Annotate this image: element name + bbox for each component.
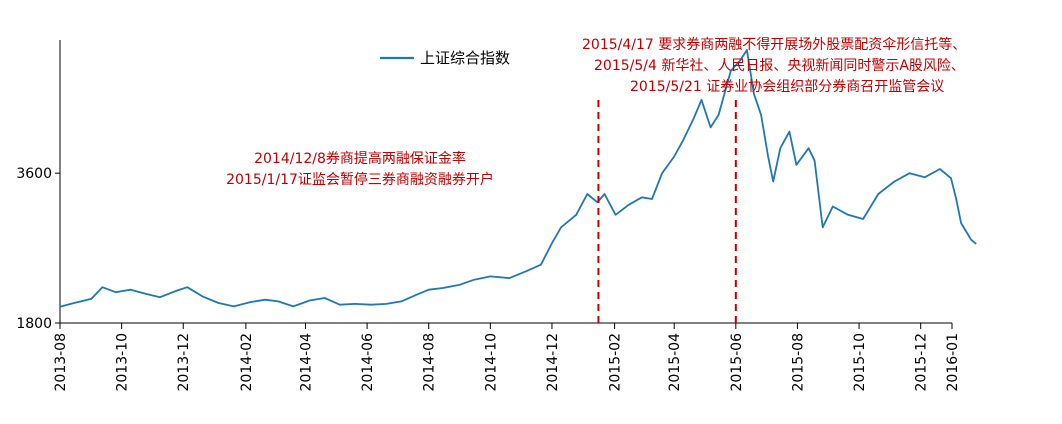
x-tick-label: 2015-06	[729, 333, 745, 392]
x-tick-label: 2015-10	[852, 333, 868, 392]
annotation-left-line-2: 2015/1/17证监会暂停三券商融资融券开户	[226, 171, 494, 188]
x-tick-label: 2016-01	[945, 333, 961, 392]
y-tick-label: 3600	[16, 166, 52, 182]
annotation-right-line-2: 2015/5/4 新华社、人民日报、央视新闻同时警示A股风险、	[594, 58, 965, 74]
series-layer	[59, 49, 977, 308]
annotation-left: 2014/12/8券商提高两融保证金率 2015/1/17证监会暂停三券商融资融…	[226, 150, 494, 188]
x-tick-label: 2014-06	[360, 333, 376, 392]
x-tick-label: 2014-04	[298, 333, 314, 392]
x-tick-label: 2015-04	[667, 333, 683, 392]
x-tick-label: 2015-02	[608, 333, 624, 392]
series-line	[59, 49, 977, 308]
annotation-right-line-3: 2015/5/21 证券业协会组织部分券商召开监管会议	[630, 79, 944, 95]
legend: 上证综合指数	[380, 49, 510, 67]
legend-label: 上证综合指数	[420, 49, 510, 67]
x-tick-label: 2015-08	[790, 333, 806, 392]
x-tick-label: 2014-02	[239, 333, 255, 392]
annotation-right-line-1: 2015/4/17 要求券商两融不得开展场外股票配资伞形信托等、	[582, 36, 966, 53]
x-tick-label: 2013-12	[176, 333, 192, 392]
event-lines	[597, 100, 737, 323]
x-tick-label: 2015-12	[914, 333, 930, 392]
x-tick-label: 2013-10	[115, 333, 131, 392]
x-ticks: 2013-08 2013-10 2013-12 2014-02 2014-04 2014-…	[53, 323, 961, 392]
annotation-right: 2015/4/17 要求券商两融不得开展场外股票配资伞形信托等、 2015/5/…	[582, 36, 966, 95]
x-tick-label: 2013-08	[53, 333, 69, 392]
y-ticks: 1800 3600	[16, 166, 60, 332]
annotation-left-line-1: 2014/12/8券商提高两融保证金率	[254, 150, 466, 167]
x-tick-label: 2014-10	[483, 333, 499, 392]
y-tick-label: 1800	[16, 316, 52, 332]
x-tick-label: 2014-08	[422, 333, 438, 392]
x-tick-label: 2014-12	[545, 333, 561, 392]
